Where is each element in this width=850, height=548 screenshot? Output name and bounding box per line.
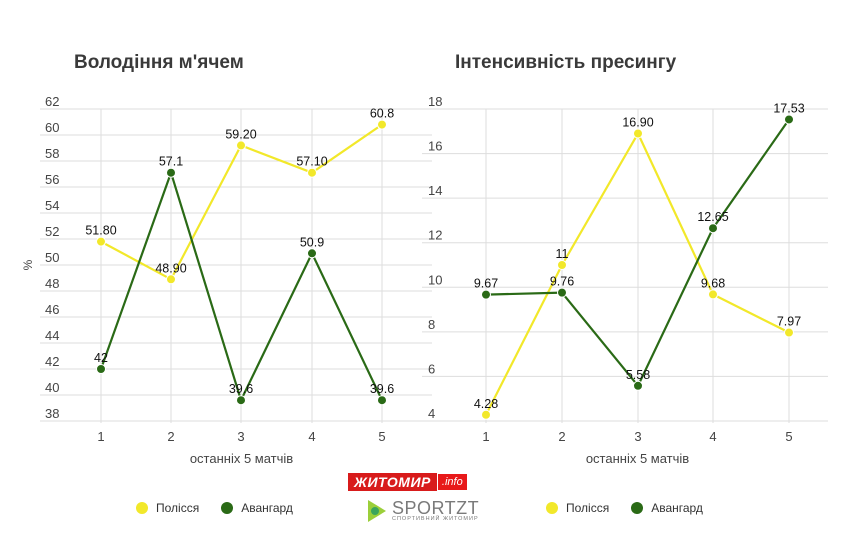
data-point-avangard xyxy=(633,380,643,391)
chart1-title: Володіння м'ячем xyxy=(74,52,244,73)
y-tick-label: 4 xyxy=(428,406,435,421)
y-tick-label: 56 xyxy=(45,172,59,187)
x-axis-label: останніх 5 матчів xyxy=(586,451,689,466)
data-point-avangard xyxy=(481,289,491,300)
data-label-polissia: 11 xyxy=(556,247,569,261)
data-label-polissia: 7.97 xyxy=(777,315,801,329)
x-tick-label: 1 xyxy=(97,429,104,444)
data-label-polissia: 16.90 xyxy=(622,116,653,130)
y-tick-label: 8 xyxy=(428,317,435,332)
x-tick-label: 1 xyxy=(482,429,489,444)
data-label-polissia: 48.90 xyxy=(155,261,186,275)
x-tick-label: 2 xyxy=(167,429,174,444)
x-tick-label: 2 xyxy=(558,429,565,444)
x-tick-label: 4 xyxy=(308,429,315,444)
chart2-title: Інтенсивність пресингу xyxy=(455,52,677,73)
data-label-avangard: 12.65 xyxy=(697,210,728,224)
data-point-avangard xyxy=(377,395,387,406)
data-label-polissia: 60.8 xyxy=(370,107,394,121)
x-tick-label: 3 xyxy=(634,429,641,444)
y-tick-label: 44 xyxy=(45,328,59,343)
legend-polissia-label: Полісся xyxy=(566,501,610,515)
x-axis-label: останніх 5 матчів xyxy=(190,451,293,466)
chart2-legend: Полісся Авангард xyxy=(546,501,703,515)
y-tick-label: 18 xyxy=(428,94,442,109)
y-axis-label: % xyxy=(21,259,35,270)
data-point-polissia xyxy=(481,409,491,420)
y-tick-label: 12 xyxy=(428,228,442,243)
data-point-avangard xyxy=(236,395,246,406)
data-label-avangard: 5.58 xyxy=(626,368,650,382)
x-tick-label: 5 xyxy=(378,429,385,444)
legend-avangard-marker xyxy=(221,502,234,514)
sportzt-logo-sub: спортивний житомир xyxy=(392,516,479,523)
x-tick-label: 5 xyxy=(785,429,792,444)
y-tick-label: 14 xyxy=(428,183,442,198)
data-label-avangard: 50.9 xyxy=(300,235,324,249)
data-point-avangard xyxy=(708,223,718,234)
legend-polissia-label: Полісся xyxy=(156,501,200,515)
y-tick-label: 38 xyxy=(45,406,59,421)
y-tick-label: 50 xyxy=(45,250,59,265)
sportzt-logo: SPORTZT спортивний житомир xyxy=(366,498,479,524)
data-point-avangard xyxy=(307,248,317,259)
data-point-avangard xyxy=(96,364,106,374)
x-tick-label: 4 xyxy=(709,429,716,444)
data-label-avangard: 9.67 xyxy=(474,277,498,291)
data-point-avangard xyxy=(557,287,567,298)
data-point-polissia xyxy=(307,167,317,178)
data-point-avangard xyxy=(784,114,794,125)
y-tick-label: 46 xyxy=(45,302,59,317)
data-label-avangard: 39.6 xyxy=(370,382,394,396)
y-tick-label: 10 xyxy=(428,272,442,287)
sportzt-logo-main: SPORTZT xyxy=(392,498,480,519)
y-tick-label: 6 xyxy=(428,361,435,376)
y-tick-label: 42 xyxy=(45,354,59,369)
sportzt-emblem-icon xyxy=(368,500,386,522)
data-point-polissia xyxy=(557,260,567,270)
legend-avangard-marker xyxy=(631,502,644,514)
zhytomyr-info-logo: ЖИТОМИР .info xyxy=(348,472,467,492)
data-label-avangard: 39.6 xyxy=(229,382,253,396)
data-point-polissia xyxy=(236,140,246,151)
y-tick-label: 60 xyxy=(45,120,59,135)
y-tick-label: 48 xyxy=(45,276,59,291)
zhytomyr-logo-suffix: .info xyxy=(437,474,467,490)
data-point-polissia xyxy=(377,119,387,130)
data-label-polissia: 51.80 xyxy=(85,224,116,238)
y-tick-label: 62 xyxy=(45,94,59,109)
zhytomyr-logo-main: ЖИТОМИР xyxy=(354,474,431,490)
legend-avangard-label: Авангард xyxy=(651,501,703,515)
legend-polissia-marker xyxy=(546,502,558,514)
data-label-avangard: 9.76 xyxy=(550,275,574,289)
data-point-polissia xyxy=(96,236,106,247)
data-point-polissia xyxy=(784,327,794,338)
data-label-polissia: 59.20 xyxy=(225,127,256,141)
data-point-avangard xyxy=(166,167,176,178)
data-point-polissia xyxy=(708,289,718,300)
y-tick-label: 58 xyxy=(45,146,59,161)
data-point-polissia xyxy=(166,274,176,285)
y-tick-label: 40 xyxy=(45,380,59,395)
data-label-polissia: 4.28 xyxy=(474,397,498,411)
y-tick-label: 52 xyxy=(45,224,59,239)
chart1-legend: Полісся Авангард xyxy=(136,501,293,515)
x-tick-label: 3 xyxy=(237,429,244,444)
data-label-avangard: 57.1 xyxy=(159,155,183,169)
data-label-polissia: 9.68 xyxy=(701,276,725,290)
y-tick-label: 16 xyxy=(428,139,442,154)
legend-polissia-marker xyxy=(136,502,148,514)
data-label-avangard: 42 xyxy=(94,351,108,365)
y-tick-label: 54 xyxy=(45,198,59,213)
data-point-polissia xyxy=(633,128,643,139)
data-label-avangard: 17.53 xyxy=(773,101,804,115)
data-label-polissia: 57.10 xyxy=(296,155,327,169)
legend-avangard-label: Авангард xyxy=(241,501,293,515)
